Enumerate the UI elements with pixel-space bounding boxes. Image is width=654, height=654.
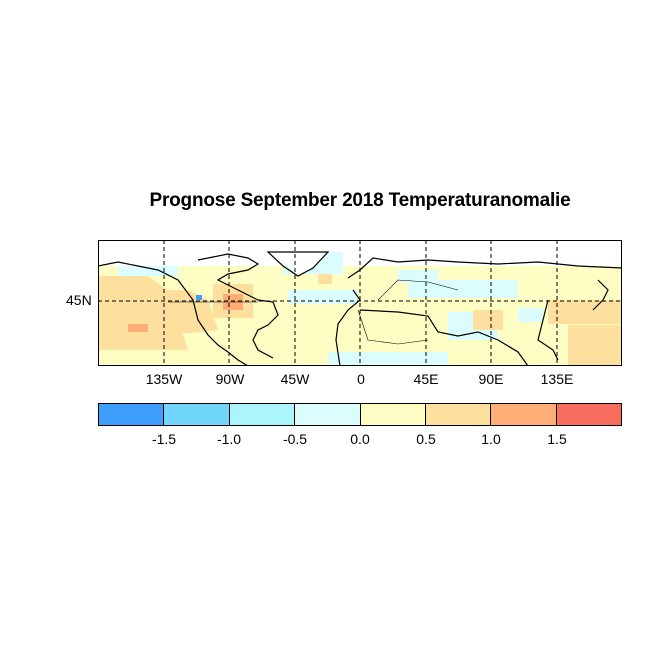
colorbar-tick-label: -1.0 <box>216 431 242 447</box>
colorbar-tick-label: -1.5 <box>151 431 177 447</box>
x-tick-label: 90W <box>215 371 245 387</box>
y-tick-label: 45N <box>66 292 92 308</box>
x-tick-label: 45W <box>280 371 310 387</box>
colorbar-bin <box>556 404 621 425</box>
colorbar-bin <box>360 404 426 425</box>
x-tick-label: 45E <box>413 371 439 387</box>
colorbar-bin <box>491 404 557 425</box>
colorbar-tick-label: -0.5 <box>282 431 308 447</box>
anomaly-map <box>98 240 622 366</box>
colorbar-tick-label: 1.0 <box>481 431 501 447</box>
colorbar-bin <box>229 404 296 425</box>
colorbar-bin <box>425 404 492 425</box>
colorbar <box>98 403 622 426</box>
x-tick-label: 90E <box>478 371 504 387</box>
colorbar-bin <box>164 404 230 425</box>
x-tick-label: 135E <box>540 371 574 387</box>
colorbar-tick-label: 0.5 <box>416 431 436 447</box>
colorbar-bin <box>99 404 165 425</box>
x-tick-label: 0 <box>357 371 365 387</box>
colorbar-tick-label: 0.0 <box>350 431 370 447</box>
colorbar-bin <box>295 404 361 425</box>
colorbar-tick-label: 1.5 <box>547 431 567 447</box>
chart-title: Prognose September 2018 Temperaturanomal… <box>149 190 571 211</box>
x-tick-label: 135W <box>145 371 183 387</box>
